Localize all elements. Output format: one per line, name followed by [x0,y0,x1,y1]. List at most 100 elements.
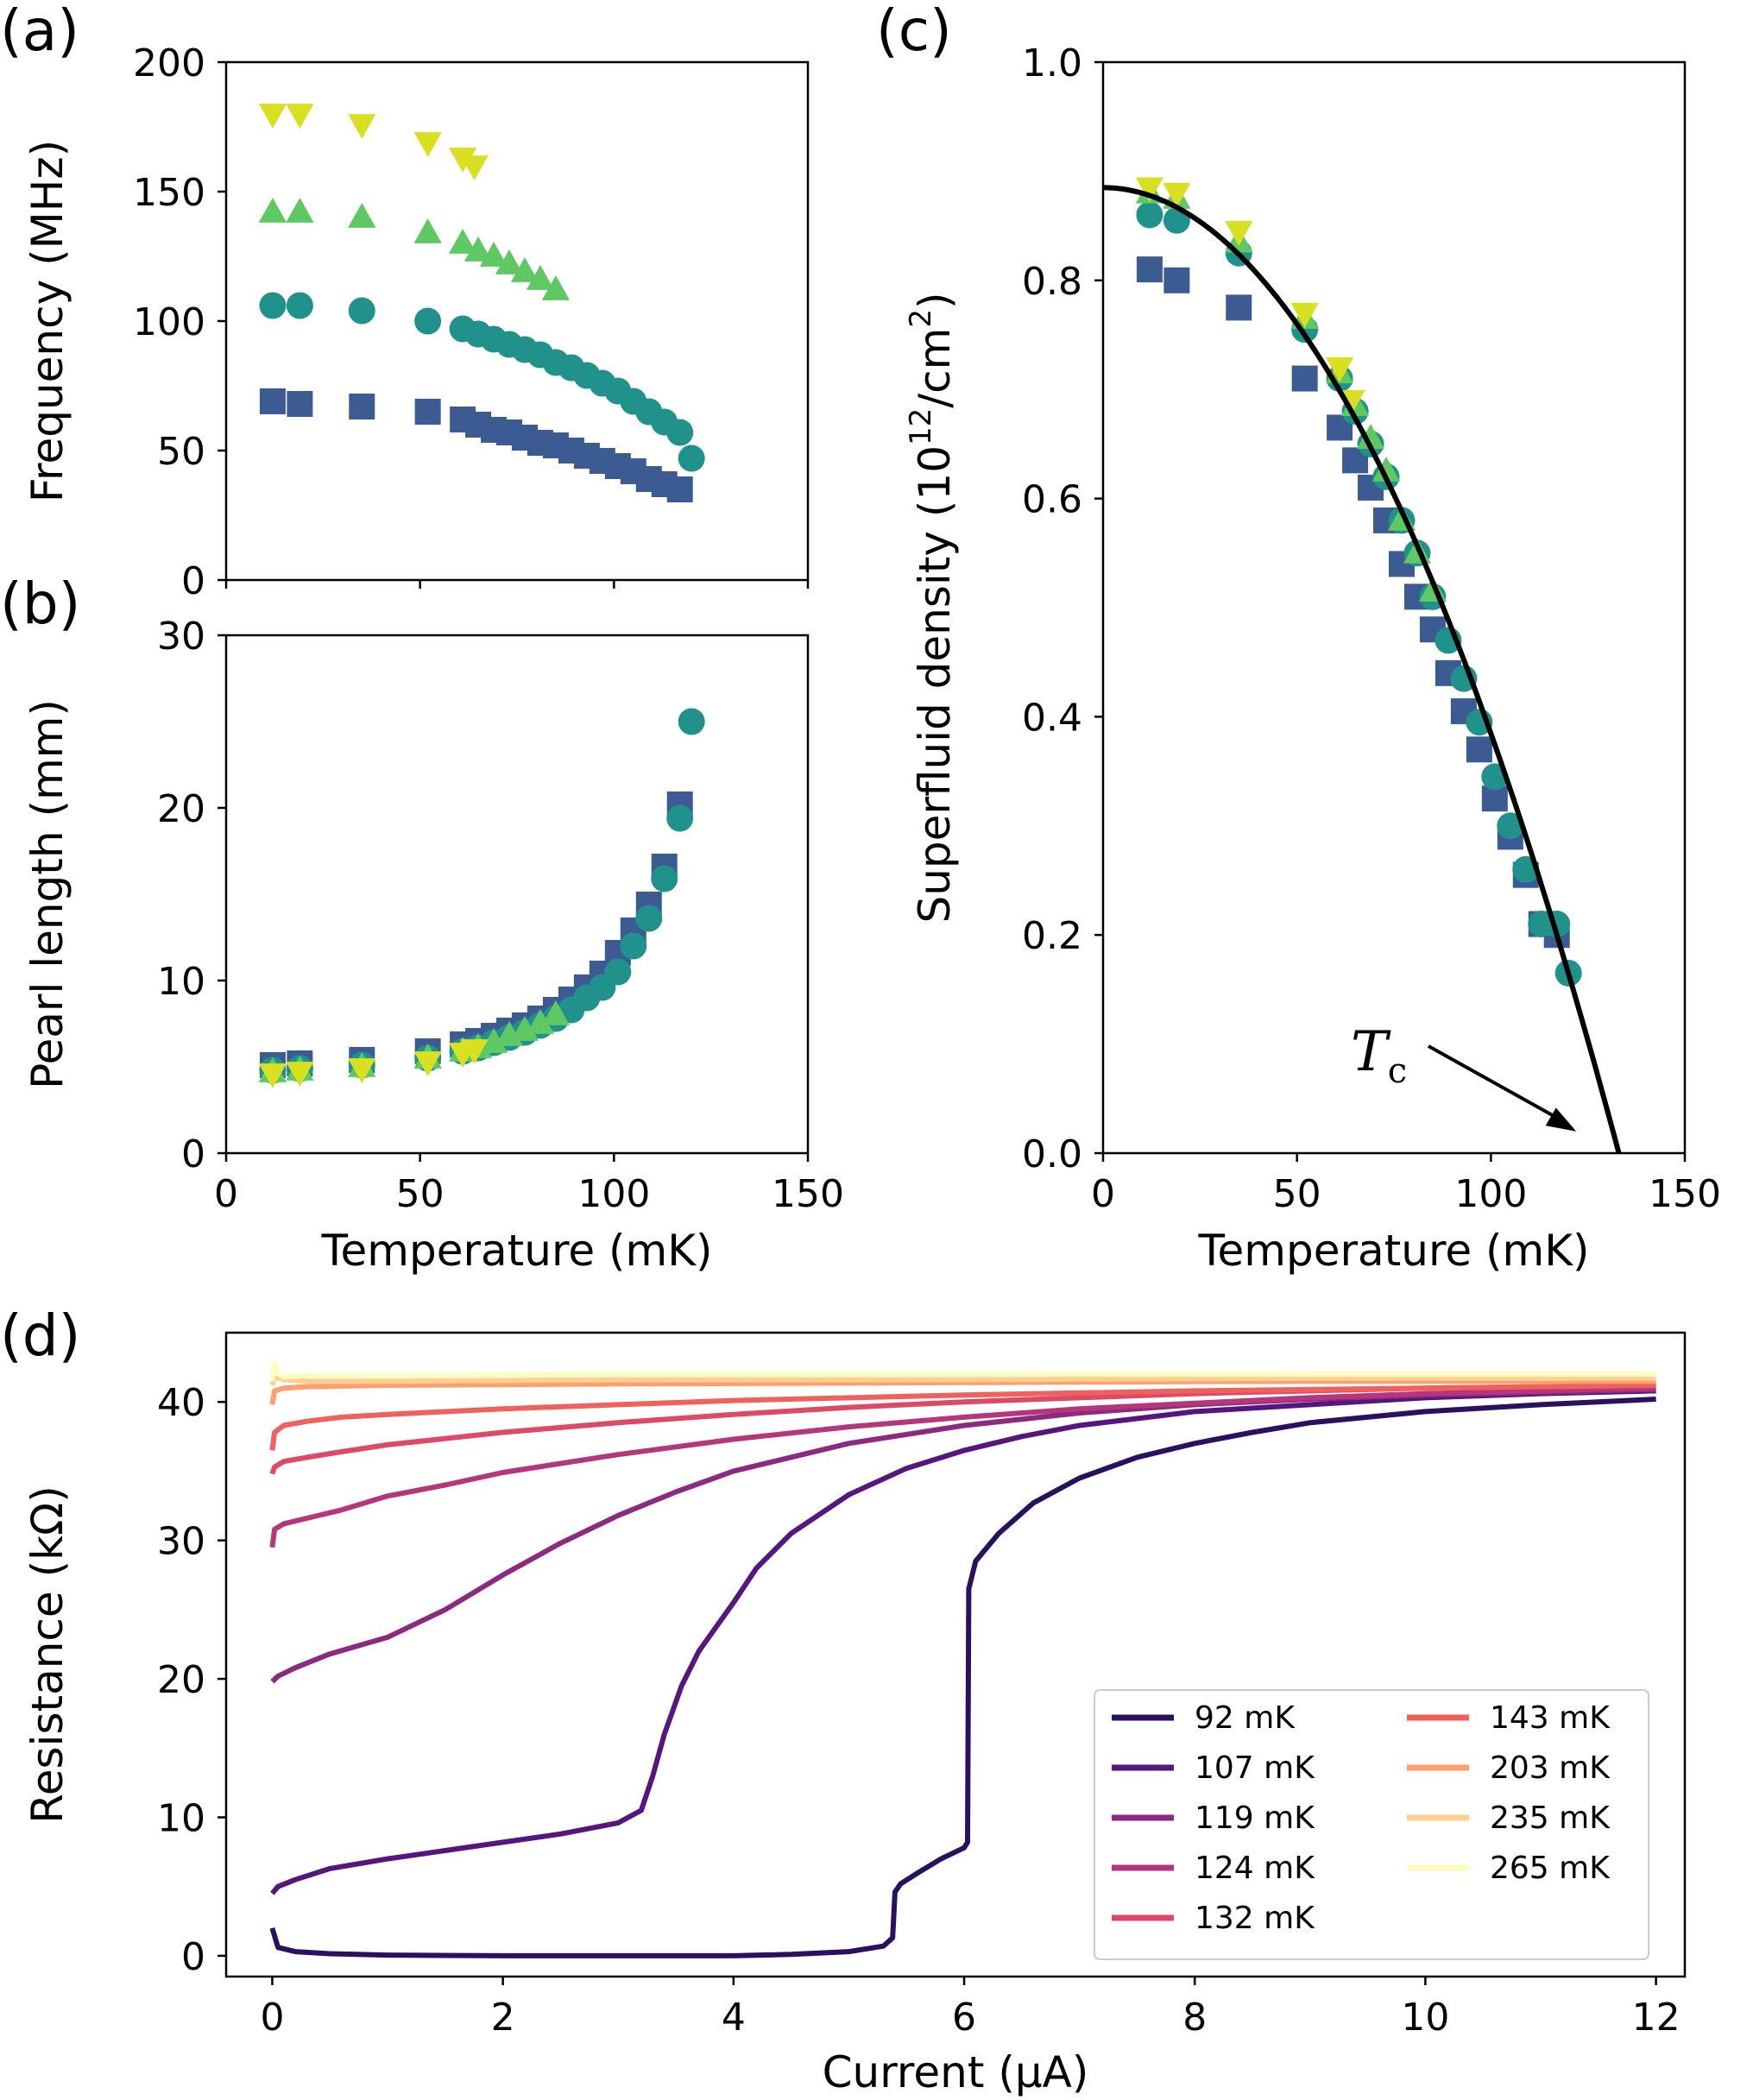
x-tick-label: 150 [1649,1172,1721,1216]
series-mode-3 [258,198,571,300]
legend-item: 107 mK [1112,1750,1315,1786]
x-tick-label: 0 [214,1172,238,1216]
data-point [258,198,287,223]
panel-label: (a) [0,0,79,64]
data-point [541,275,571,300]
series-mode-4 [258,1039,489,1088]
legend-box [1094,1689,1649,1960]
data-point [413,132,442,157]
data-point [678,445,705,472]
data-point [635,905,663,932]
data-point [286,1062,314,1087]
data-layer [269,1360,1656,1958]
series-line-235-mK [269,1374,1656,1386]
data-point [678,708,705,735]
legend-item: 92 mK [1112,1700,1296,1736]
panel-b: 0 50 100 150 0 10 20 30 (b) Temperature (mK) Pearl… [0,571,844,1276]
legend-label: 203 mK [1490,1750,1611,1786]
series-line-124-mK [269,1385,1656,1548]
tc-annotation: Tc [1351,1020,1407,1091]
y-axis-label-part: Superfluid density (10 [910,445,960,924]
tc-subscript: c [1388,1051,1407,1091]
y-tick-label: 0.2 [1022,914,1082,958]
panel-d: 0 2 4 6 8 10 12 0 10 20 30 40 (d) Current (μA) Resista… [0,1302,1687,2097]
panel-c: 0 50 100 150 0.0 0.2 0.4 0.6 0.8 1.0 (c) Temperatur… [876,0,1721,1276]
y-tick-label: 0 [181,1132,205,1176]
tc-arrow-head [1545,1107,1577,1132]
data-point [413,1051,442,1076]
series-mode-4 [258,104,489,180]
data-point [526,265,555,290]
series-line-107-mK [270,1388,1656,1895]
data-point [604,958,632,986]
tc-symbol: T [1351,1020,1391,1084]
y-axis-label: Resistance (kΩ) [22,1485,73,1824]
series-line-265-mK [269,1360,1656,1382]
data-point [479,1028,508,1053]
x-tick-label: 0 [1091,1172,1115,1216]
data-point [448,148,477,173]
plot-frame [1101,60,1687,1155]
legend: 92 mK 107 mK 119 mK 124 mK 132 mK 143 mK 203 m… [1094,1689,1649,1960]
data-point [286,104,314,129]
legend-label: 132 mK [1195,1901,1315,1936]
legend-label: 92 mK [1195,1700,1296,1736]
x-axis-label: Current (μA) [823,2047,1089,2097]
y-tick-label: 0 [181,559,205,603]
data-point [349,394,375,419]
legend-item: 265 mK [1407,1851,1611,1886]
data-point [286,292,313,319]
data-point [495,249,524,274]
x-axis-label: Temperature (mK) [1197,1226,1589,1276]
data-point [1136,256,1163,283]
data-point [348,203,376,228]
data-point [348,297,375,325]
data-layer [258,104,705,502]
data-point [1466,736,1492,763]
legend-item: 143 mK [1407,1700,1611,1736]
y-tick-label: 50 [157,430,205,474]
data-point [259,388,286,414]
y-tick-label: 10 [157,960,205,1004]
legend-item: 235 mK [1407,1800,1611,1836]
y-axis-label-part: ) [910,292,960,309]
data-point [479,242,508,267]
data-point [460,155,489,180]
series-line-143-mK [269,1383,1656,1451]
series-mode-4 [1135,177,1365,415]
y-tick-label: 1.0 [1022,41,1082,85]
x-tick-label: 150 [772,1172,844,1216]
legend-item: 124 mK [1112,1851,1315,1886]
data-layer [258,708,705,1088]
data-point [1325,357,1354,382]
data-point [460,1039,489,1064]
panel-label: (b) [0,571,80,637]
data-point [463,236,493,262]
y-axis-label: Pearl length (mm) [22,699,73,1089]
y-tick-label: 40 [157,1381,205,1425]
legend-item: 203 mK [1407,1750,1611,1786]
data-point [1291,365,1318,392]
x-tick-label: 6 [952,1996,976,2040]
data-point [526,1009,555,1034]
series-line-203-mK [269,1378,1656,1405]
y-axis-label: Superfluid density (1012/cm2) [904,292,960,923]
data-point [1356,424,1385,449]
legend-label: 107 mK [1195,1750,1315,1786]
data-point [258,104,287,129]
data-point [1497,812,1524,840]
x-tick-label: 50 [1273,1172,1321,1216]
legend-item: 132 mK [1112,1901,1315,1936]
y-tick-label: 20 [157,787,205,831]
data-point [1135,177,1164,203]
data-point [1163,182,1191,208]
fit-curve [1103,185,1622,1153]
data-point [348,1058,376,1083]
data-point [414,307,442,335]
x-tick-label: 2 [491,1996,515,2040]
legend-item: 119 mK [1112,1800,1315,1836]
series-line-92-mK [269,1397,1656,1958]
y-tick-label: 20 [157,1658,205,1702]
legend-label: 235 mK [1490,1800,1611,1836]
